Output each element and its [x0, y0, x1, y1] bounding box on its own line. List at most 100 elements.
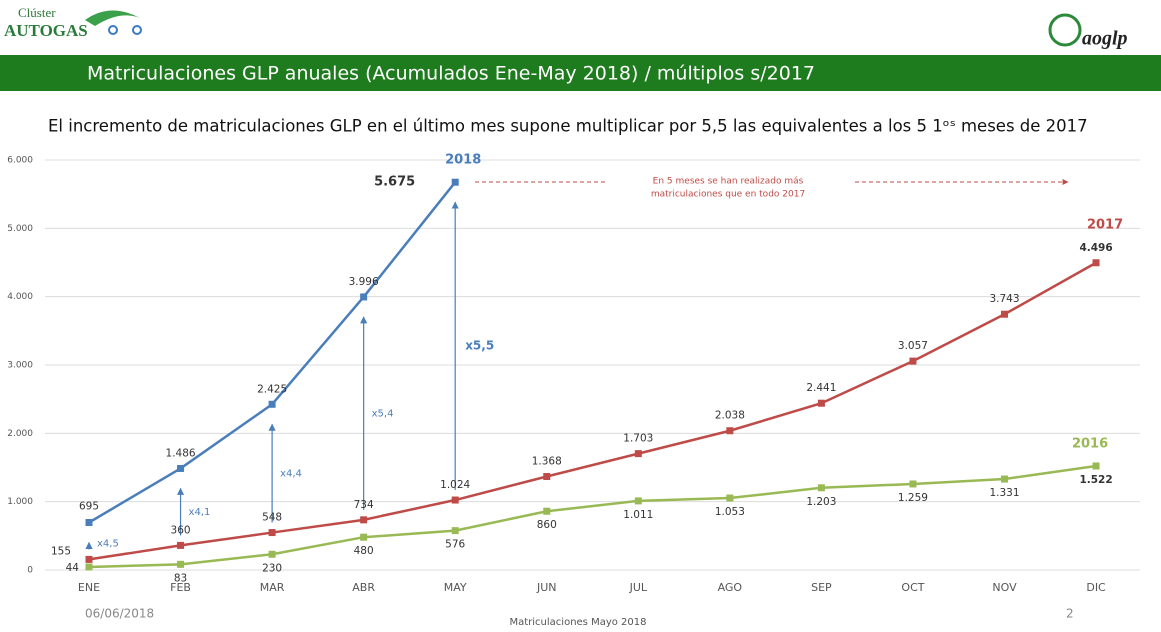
value-label: 480: [354, 545, 374, 557]
point: [451, 178, 459, 186]
value-label: 1.368: [532, 456, 562, 468]
y-tick-label: 0: [27, 566, 33, 576]
x-tick-label: ABR: [352, 581, 375, 594]
x-tick-label: JUN: [536, 581, 557, 594]
value-label: 4.496: [1079, 242, 1112, 254]
point: [1092, 259, 1100, 267]
x-tick-label: AGO: [718, 581, 743, 594]
logo: AUTOGAS: [4, 21, 88, 40]
point: [634, 450, 642, 458]
point: [360, 533, 368, 541]
value-label: 2.441: [806, 382, 836, 394]
value-label: 3.743: [989, 293, 1019, 305]
value-label: 1.331: [989, 487, 1019, 499]
x-tick-label: FEB: [170, 581, 191, 594]
point: [817, 484, 825, 492]
subtitle: El incremento de matriculaciones GLP en …: [48, 117, 1088, 136]
footer-page: 2: [1066, 607, 1074, 621]
value-label: 155: [51, 545, 71, 557]
point: [268, 400, 276, 408]
value-label: 2.425: [257, 383, 287, 395]
point: [451, 496, 459, 504]
point: [1001, 310, 1008, 318]
value-label: 1.259: [898, 492, 928, 504]
y-tick-label: 4.000: [7, 292, 33, 302]
y-tick-label: 6.000: [7, 156, 33, 166]
value-label: 576: [445, 539, 465, 551]
point: [85, 563, 93, 571]
point: [177, 464, 185, 472]
point: [634, 497, 642, 505]
point: [268, 529, 276, 537]
value-label: 1.522: [1079, 474, 1112, 486]
point: [543, 507, 551, 515]
value-label: 83: [174, 572, 187, 584]
point: [543, 473, 551, 481]
value-label: 44: [66, 562, 80, 574]
multiplier-label: x4,4: [280, 468, 302, 479]
value-label: 3.057: [898, 340, 928, 352]
logo-small: Clúster: [18, 5, 56, 20]
title-bar: [0, 55, 1161, 91]
x-tick-label: JUL: [629, 581, 648, 594]
series-name: 2017: [1087, 217, 1123, 232]
value-label: 548: [262, 512, 282, 524]
point: [909, 357, 917, 365]
x-tick-label: MAY: [444, 581, 467, 594]
logo-right: aoglp: [1082, 28, 1128, 50]
multiplier-label: x4,5: [97, 538, 119, 549]
series-line: [88, 261, 1097, 561]
value-label: 1.053: [715, 506, 745, 518]
point: [1001, 475, 1008, 483]
value-label: 695: [79, 501, 99, 513]
point: [909, 480, 917, 488]
footer-center: Matriculaciones Mayo 2018: [509, 617, 646, 628]
point: [268, 550, 276, 558]
point: [817, 399, 825, 407]
point: [177, 541, 185, 549]
x-tick-label: ENE: [78, 581, 100, 594]
logo-swoosh: [85, 10, 140, 26]
value-label: 734: [354, 499, 374, 511]
value-label: 1.011: [623, 509, 653, 521]
series-name: 2016: [1072, 436, 1108, 451]
x-tick-label: SEP: [811, 581, 832, 594]
point: [1092, 462, 1100, 470]
point: [85, 555, 93, 563]
series-name: 2018: [445, 153, 481, 168]
point: [177, 560, 185, 568]
point: [726, 494, 734, 502]
point: [451, 527, 459, 535]
value-label: 5.675: [374, 175, 415, 190]
point: [85, 519, 93, 527]
y-tick-label: 2.000: [7, 429, 33, 439]
series-line: [88, 464, 1097, 569]
value-label: 230: [262, 562, 282, 574]
value-label: 1.703: [623, 433, 653, 445]
value-label: 2.038: [715, 410, 745, 422]
x-tick-label: DIC: [1086, 581, 1106, 594]
logo-wheel: [132, 25, 142, 35]
y-tick-label: 1.000: [7, 497, 33, 507]
logo-wheel: [108, 25, 118, 35]
point: [360, 293, 368, 301]
logo-ring: [1048, 13, 1082, 47]
y-tick-label: 5.000: [7, 224, 33, 234]
value-label: 1.203: [806, 496, 836, 508]
multiplier-label: x4,1: [189, 507, 211, 518]
value-label: 360: [171, 524, 191, 536]
value-label: 1.486: [166, 447, 196, 459]
value-label: 1.024: [440, 479, 470, 491]
point: [360, 516, 368, 524]
x-tick-label: NOV: [992, 581, 1017, 594]
value-label: 3.996: [349, 276, 379, 288]
slide-title: Matriculaciones GLP anuales (Acumulados …: [87, 63, 815, 85]
x-tick-label: OCT: [901, 581, 924, 594]
y-tick-label: 3.000: [7, 361, 33, 371]
annotation: matriculaciones que en todo 2017: [651, 190, 805, 200]
annotation: En 5 meses se han realizado más: [653, 177, 804, 187]
footer-date: 06/06/2018: [85, 607, 154, 621]
multiplier-label: x5,4: [372, 408, 394, 419]
x-tick-label: MAR: [260, 581, 285, 594]
